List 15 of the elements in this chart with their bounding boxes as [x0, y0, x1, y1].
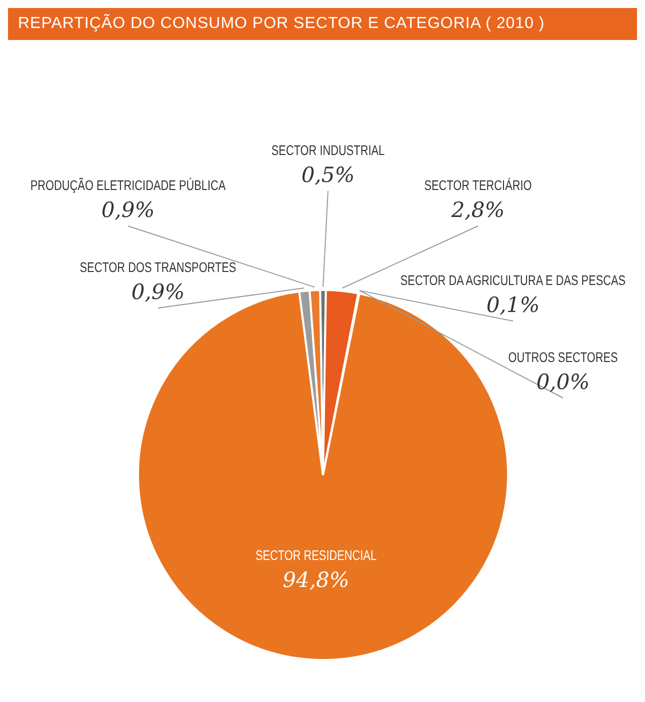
- slice-label: SECTOR RESIDENCIAL: [255, 548, 377, 564]
- data-label: 0,9%: [101, 198, 155, 222]
- slice-label: SECTOR DOS TRANSPORTES: [80, 260, 236, 276]
- chart-title: REPARTIÇÃO DO CONSUMO POR SECTOR E CATEGORIA ( 2010 ): [8, 8, 637, 40]
- category-label: OUTROS SECTORES: [508, 350, 618, 366]
- data-label: 0,1%: [486, 293, 540, 317]
- data-label: 94,8%: [282, 568, 350, 592]
- data-label: 0,9%: [131, 280, 185, 304]
- data-label: 0,5%: [301, 163, 355, 187]
- text: 0,0%: [536, 370, 590, 394]
- slice-label: SECTOR INDUSTRIAL: [271, 142, 385, 158]
- slice-label: PRODUÇÃO ELETRICIDADE PÚBLICA: [30, 176, 226, 194]
- slice-label: SECTOR DA AGRICULTURA E DAS PESCAS: [400, 272, 626, 288]
- slice-label: SECTOR TERCIÁRIO: [424, 178, 532, 194]
- data-label: 2,8%: [450, 198, 505, 222]
